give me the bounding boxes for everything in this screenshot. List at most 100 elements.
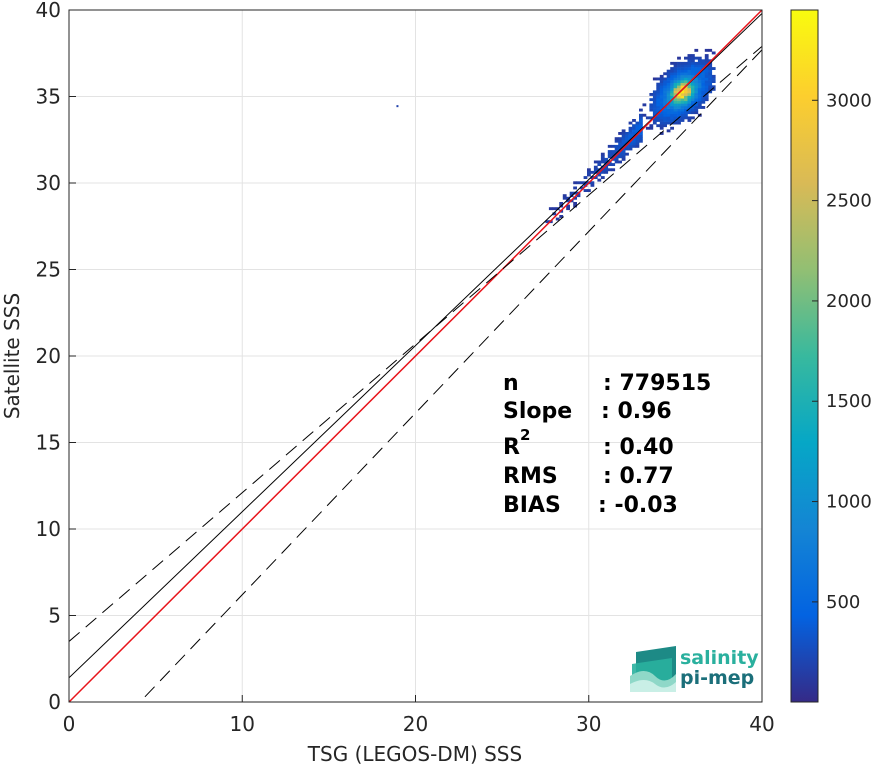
x-tick-label: 0 [63,712,76,736]
density-cell [600,157,605,161]
density-cell [711,80,716,83]
y-axis-title: Satellite SSS [0,293,24,419]
density-cell [573,204,577,208]
density-cell [607,163,612,166]
density-cell [697,87,702,91]
density-cell [687,85,692,89]
density-cell [680,119,685,122]
density-cell [607,168,612,172]
density-cell [659,103,664,107]
density-cell [670,113,674,117]
density-cell [663,111,667,115]
density-cell [687,82,692,86]
density-cell [708,90,713,94]
density-cell [694,111,699,115]
density-cell [694,108,699,112]
density-cell [697,56,702,60]
density-cell [684,69,688,73]
density-cell [680,95,685,99]
density-cell [663,82,667,86]
density-cell [694,56,699,60]
density-cell [687,111,692,115]
density-cell [597,163,602,166]
density-cell [687,90,692,94]
density-cell [663,121,667,125]
density-cell [625,147,629,151]
density-cell [670,116,674,120]
density-cell [573,196,577,200]
regression-lines [69,10,762,702]
density-cell [652,111,657,115]
density-cell [635,144,640,148]
density-cell [670,108,674,112]
salinity-pi-mep-logo: salinity pi-mep [630,646,759,692]
density-cell [684,103,688,107]
density-cell [663,113,667,117]
density-cell [652,108,657,112]
density-cell [701,64,706,68]
density-cell [583,189,588,192]
y-tick-label: 25 [36,258,61,282]
density-cell [611,144,616,148]
density-cell [697,106,702,109]
density-cell [701,100,706,104]
density-cell [673,106,678,109]
y-tick-label: 30 [36,171,61,195]
density-cell [704,48,709,52]
density-cell [666,80,671,83]
y-tick-label: 35 [36,85,61,109]
density-cell [704,98,709,102]
density-cell [590,181,595,185]
density-cell [701,93,706,96]
density-cell [659,77,664,81]
density-cell [604,168,609,172]
density-cell [677,56,681,60]
density-cell [697,67,702,70]
density-cell [587,173,591,177]
density-cell [618,144,622,148]
density-cell [618,132,622,135]
density-cell [684,116,688,120]
density-cell [684,82,688,86]
density-cell [663,98,667,102]
density-cell [708,77,713,81]
y-tick-label: 10 [36,517,61,541]
density-cell [607,155,612,159]
density-cell [701,69,706,73]
density-cell [573,186,577,190]
density-cell [691,59,695,63]
density-cell [607,152,612,156]
density-cell [635,134,640,138]
density-cell [670,80,674,83]
density-cell [697,93,702,96]
density-cell [666,119,671,122]
density-cell [566,207,570,211]
density-cell [701,74,706,78]
density-cell [614,139,619,143]
density-cell [673,111,678,115]
density-cell [614,137,619,141]
density-cell [607,144,612,148]
density-cell [697,103,702,107]
density-cell [600,152,605,156]
density-cell [670,77,674,81]
density-cell [656,124,661,128]
stats-box: n : 779515 Slope : 0.96 R 2 : 0.40 RMS :… [503,371,711,518]
density-cell [625,139,629,143]
density-cell [691,72,695,76]
density-cell [545,220,550,224]
density-cell [684,72,688,76]
density-cell [652,77,657,81]
density-cell [697,64,702,68]
density-cell [687,59,692,63]
density-cell [666,95,671,99]
density-cell [670,93,674,96]
density-cell [684,67,688,70]
density-cell [677,87,681,91]
density-cell [628,134,633,138]
colorbar-tick-label: 500 [826,592,860,613]
density-cell [600,176,605,179]
density-cell [663,85,667,89]
density-cell [645,126,650,130]
density-cell [621,142,626,146]
